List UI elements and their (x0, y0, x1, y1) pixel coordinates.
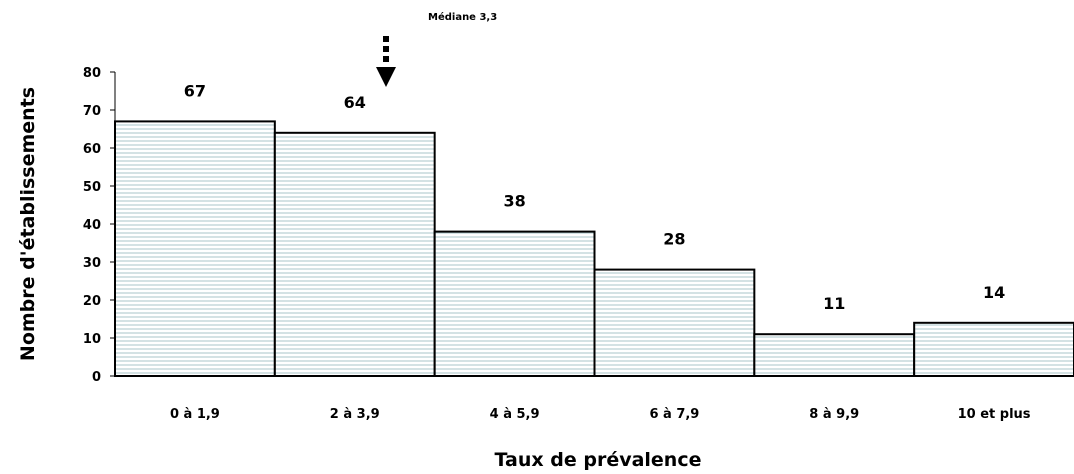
x-axis-title: Taux de prévalence (495, 449, 702, 471)
y-tick-label-6: 60 (83, 142, 101, 157)
y-tick-label-5: 50 (83, 180, 101, 195)
y-tick-label-8: 80 (83, 66, 101, 81)
y-axis: 0 10 20 30 40 50 60 70 80 (83, 66, 116, 385)
bar-3 (593, 268, 756, 378)
bar-4 (753, 333, 916, 378)
y-tick-label-1: 10 (83, 332, 101, 347)
median-annotation: Médiane 3,3 (376, 11, 497, 87)
bar-0 (114, 120, 276, 378)
data-labels-group: 67 64 38 28 11 14 (184, 81, 1005, 313)
down-arrow-icon (376, 36, 396, 87)
bars-group (114, 120, 1074, 378)
y-tick-label-0: 0 (92, 370, 101, 385)
bar-2 (433, 230, 596, 377)
x-tick-label-0: 0 à 1,9 (170, 407, 220, 422)
median-label: Médiane 3,3 (428, 11, 497, 23)
data-label-4: 11 (823, 294, 845, 313)
y-tick-label-2: 20 (83, 294, 101, 309)
y-tick-label-3: 30 (83, 256, 101, 271)
x-tick-label-2: 4 à 5,9 (490, 407, 540, 422)
bar-1 (273, 131, 436, 377)
x-tick-label-1: 2 à 3,9 (330, 407, 380, 422)
data-label-1: 64 (344, 93, 366, 112)
y-tick-label-7: 70 (83, 104, 101, 119)
y-axis-title: Nombre d'établissements (17, 87, 39, 361)
x-tick-label-5: 10 et plus (958, 407, 1031, 422)
x-axis: 0 à 1,9 2 à 3,9 4 à 5,9 6 à 7,9 8 à 9,9 10 et… (115, 375, 1074, 422)
data-label-5: 14 (983, 283, 1005, 302)
x-tick-label-3: 6 à 7,9 (649, 407, 699, 422)
data-label-0: 67 (184, 81, 206, 100)
y-tick-label-4: 40 (83, 218, 101, 233)
bar-5 (913, 321, 1074, 377)
x-tick-label-4: 8 à 9,9 (809, 407, 859, 422)
data-label-2: 38 (503, 192, 525, 211)
data-label-3: 28 (663, 230, 685, 249)
